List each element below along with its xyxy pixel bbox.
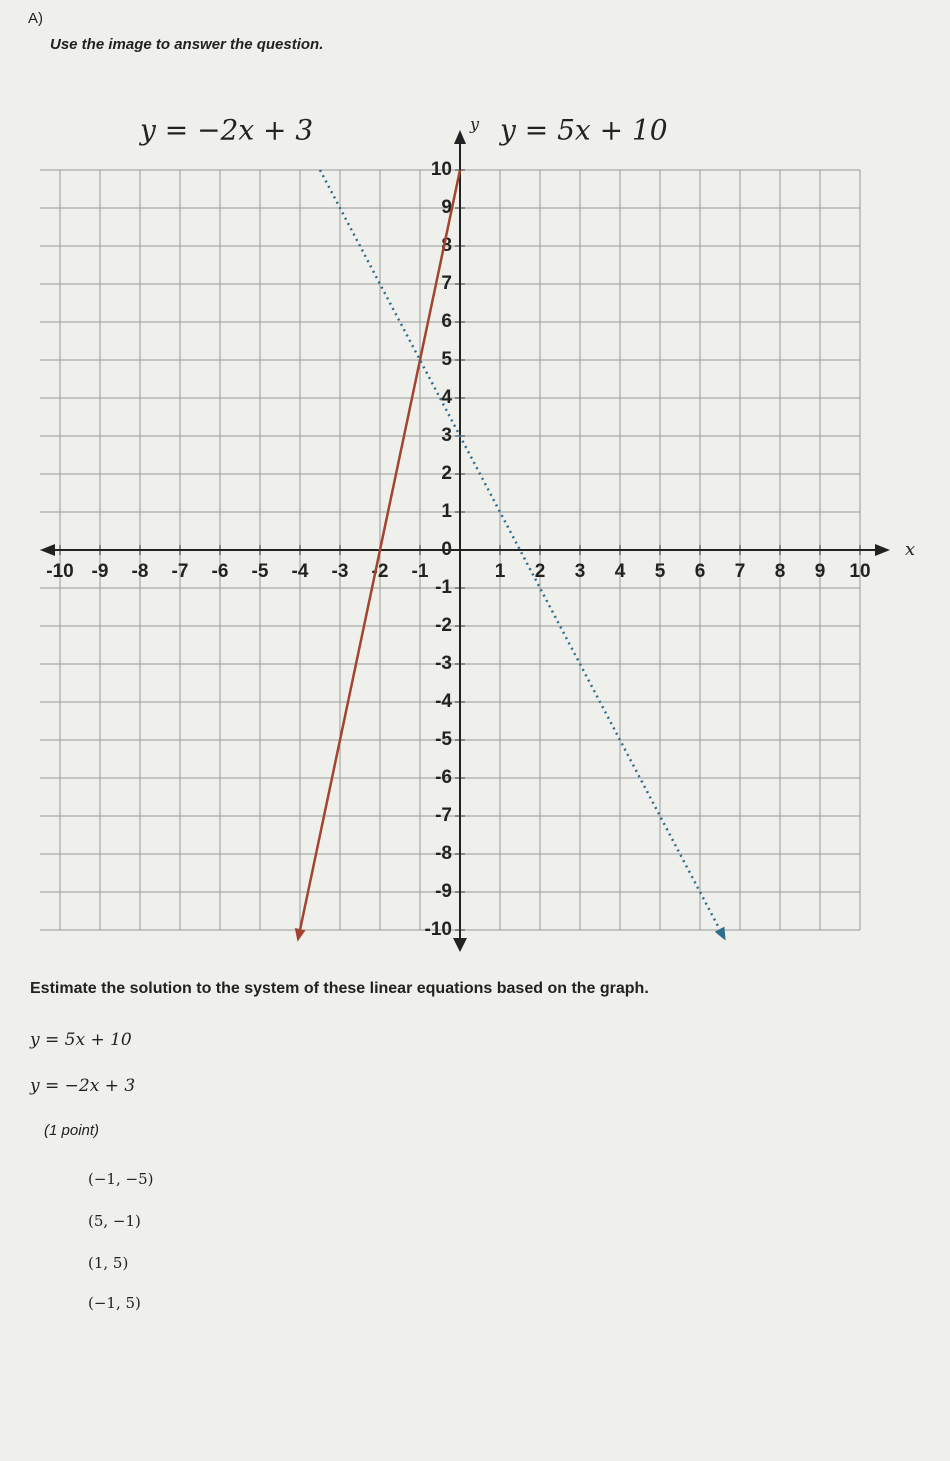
- x-tick-label: -1: [412, 561, 429, 582]
- option[interactable]: (−1, −5): [88, 1170, 154, 1188]
- x-tick-label: 1: [495, 561, 506, 582]
- axis-arrow: [40, 544, 55, 556]
- x-tick-label: -7: [172, 561, 189, 582]
- x-tick-label: -9: [92, 561, 109, 582]
- x-tick-label: 8: [775, 561, 786, 582]
- line-label: y = −2x + 3: [138, 114, 313, 147]
- y-tick-label: -6: [435, 767, 452, 788]
- y-tick-label: 1: [441, 501, 452, 522]
- y-tick-label: -9: [435, 881, 452, 902]
- points: (1 point): [44, 1122, 100, 1139]
- question: Estimate the solution to the system of t…: [30, 980, 649, 997]
- option[interactable]: (−1, 5): [88, 1294, 141, 1312]
- chart: -10 -9 -8 -7 -6 -5 -4 -3 -2 -1 1 2 3 4 5 6 7 8 9 10 -10 -9 -8 -…: [40, 114, 915, 952]
- equation: y = 5x + 10: [30, 1030, 132, 1050]
- line-arrow: [714, 926, 726, 941]
- line-arrow: [294, 928, 306, 942]
- y-tick-label: 2: [441, 463, 452, 484]
- x-tick-label: -8: [132, 561, 149, 582]
- x-tick-label: 4: [615, 561, 626, 582]
- x-tick-label: -6: [212, 561, 229, 582]
- x-tick-label: 3: [575, 561, 586, 582]
- x-tick-label: -5: [252, 561, 269, 582]
- x-tick-label: 10: [849, 561, 870, 582]
- axis-arrow: [454, 130, 466, 144]
- instruction: Use the image to answer the question.: [50, 36, 324, 53]
- y-tick-label: -8: [435, 843, 452, 864]
- y-tick-label: -7: [435, 805, 452, 826]
- y-tick-label: -2: [435, 615, 452, 636]
- y-tick-label: 9: [441, 197, 452, 218]
- y-tick-label: -1: [435, 577, 452, 598]
- x-tick-label: 5: [655, 561, 666, 582]
- y-tick-label: 5: [441, 349, 452, 370]
- x-tick-label: 2: [535, 561, 546, 582]
- x-tick-label: 7: [735, 561, 746, 582]
- y-tick-label: -5: [435, 729, 452, 750]
- x-tick-label: -4: [292, 561, 309, 582]
- line-label: y = 5x + 10: [498, 114, 668, 147]
- axis-arrow: [453, 938, 467, 952]
- y-tick-label: 4: [441, 387, 452, 408]
- option[interactable]: (1, 5): [88, 1254, 129, 1272]
- y-axis-label: y: [469, 115, 480, 134]
- y-tick-label: 8: [441, 235, 452, 256]
- x-tick-label: -3: [332, 561, 349, 582]
- x-tick-label: 9: [815, 561, 826, 582]
- x-axis-label: x: [905, 539, 915, 560]
- y-tick-label: -3: [435, 653, 452, 674]
- line: [318, 169, 722, 931]
- line: [298, 169, 462, 931]
- x-tick-label: 6: [695, 561, 706, 582]
- option[interactable]: (5, −1): [88, 1212, 141, 1230]
- y-tick-label: 6: [441, 311, 452, 332]
- y-tick-label: 7: [441, 273, 452, 294]
- y-tick-label: -10: [425, 919, 452, 940]
- equation: y = −2x + 3: [30, 1076, 136, 1096]
- axis-arrow: [875, 544, 890, 556]
- y-tick-label: 3: [441, 425, 452, 446]
- y-tick-label: 10: [431, 159, 452, 180]
- x-tick-label: -10: [46, 561, 73, 582]
- y-tick-label: -4: [435, 691, 452, 712]
- question-label: A): [28, 10, 43, 27]
